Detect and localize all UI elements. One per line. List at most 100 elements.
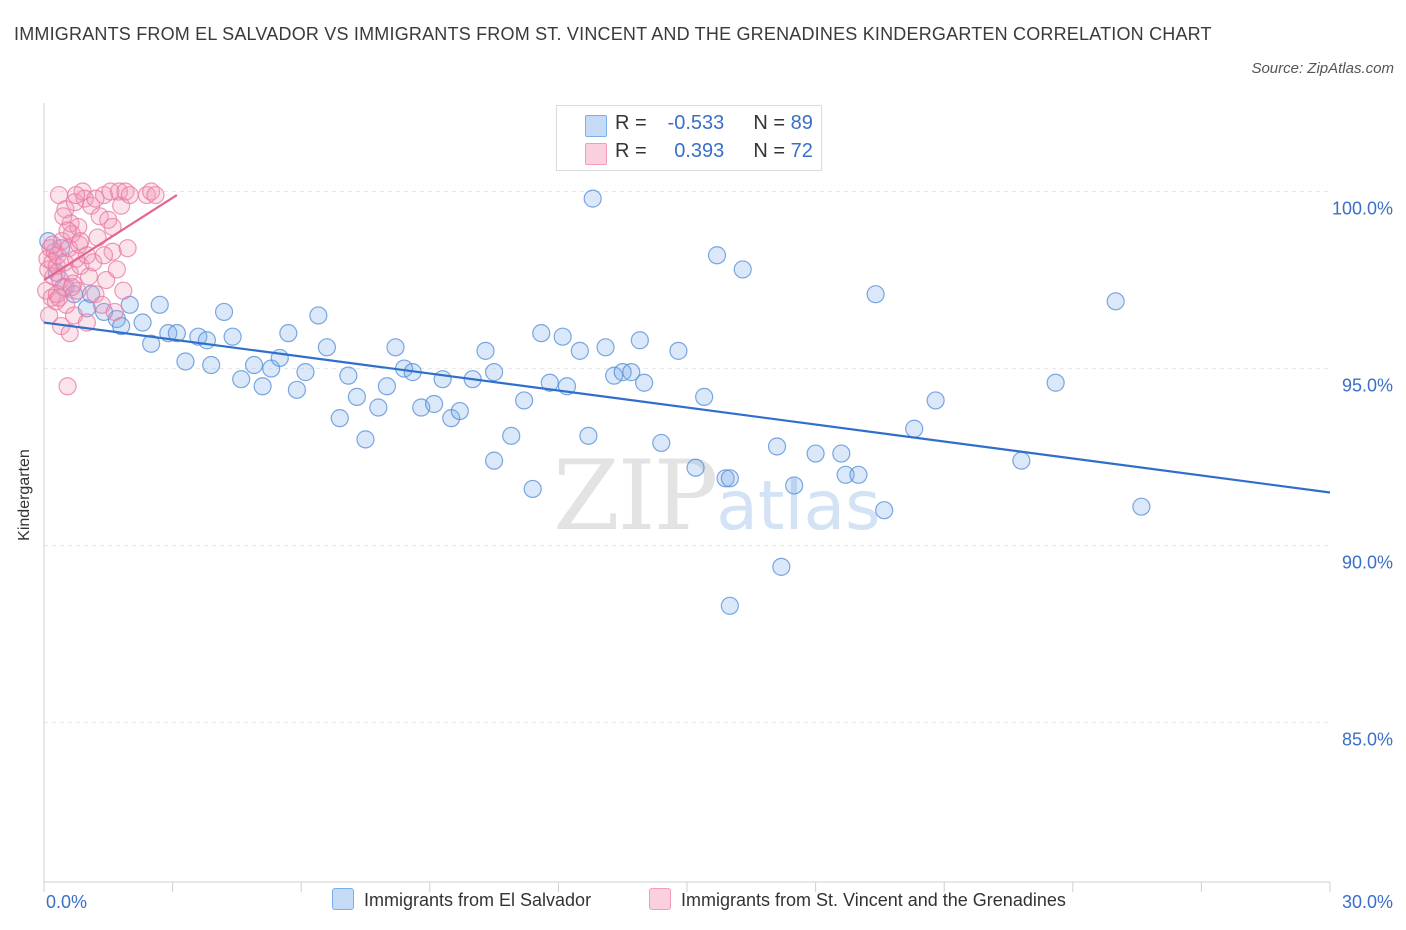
point-el-salvador: [377, 377, 397, 396]
point-el-salvador: [635, 373, 654, 392]
point-st-vincent: [86, 285, 105, 304]
point-el-salvador: [579, 426, 598, 445]
point-el-salvador: [540, 373, 559, 392]
point-el-salvador: [369, 398, 388, 417]
point-el-salvador: [553, 327, 572, 346]
point-st-vincent: [71, 231, 90, 251]
bottom-legend-swatch-blue: [332, 888, 354, 910]
point-st-vincent: [46, 292, 66, 311]
point-st-vincent: [86, 189, 105, 208]
point-st-vincent: [62, 278, 81, 297]
point-el-salvador: [849, 465, 868, 484]
point-el-salvador: [875, 501, 894, 520]
n-value: 72: [790, 140, 813, 162]
point-st-vincent: [109, 182, 129, 201]
watermark-atlas: atlas: [716, 467, 881, 546]
axes: [43, 103, 1331, 892]
point-el-salvador: [317, 338, 337, 357]
y-tick-label: 85.0%: [1342, 730, 1393, 750]
point-st-vincent: [67, 185, 86, 205]
point-el-salvador: [1106, 292, 1125, 311]
r-label: R =: [615, 112, 647, 134]
point-st-vincent: [118, 239, 137, 258]
y-tick-label: 90.0%: [1342, 553, 1393, 573]
point-st-vincent: [54, 207, 73, 226]
point-el-salvador: [686, 458, 705, 477]
point-st-vincent: [114, 281, 133, 300]
point-st-vincent: [58, 221, 77, 240]
data-points: [37, 182, 1151, 615]
x-tick-label: 0.0%: [46, 892, 87, 912]
point-el-salvador: [150, 295, 169, 314]
point-st-vincent: [52, 231, 72, 251]
point-el-salvador: [767, 437, 787, 456]
point-el-salvador: [695, 387, 714, 406]
x-tick-label: 30.0%: [1342, 892, 1393, 912]
point-st-vincent: [88, 228, 107, 247]
bottom-legend-item-el-salvador: Immigrants from El Salvador: [332, 888, 591, 911]
y-axis-label: Kindergarten: [16, 449, 33, 541]
legend-swatch-blue: [585, 115, 607, 137]
point-st-vincent: [79, 267, 99, 286]
point-st-vincent: [107, 260, 126, 279]
point-st-vincent: [105, 302, 124, 322]
point-st-vincent: [94, 246, 114, 265]
point-el-salvador: [669, 341, 688, 360]
point-el-salvador: [905, 419, 924, 438]
point-el-salvador: [176, 352, 195, 371]
point-el-salvador: [253, 377, 272, 396]
point-el-salvador: [202, 355, 221, 375]
point-el-salvador: [433, 370, 452, 389]
watermark: ZIPatlas: [553, 440, 881, 552]
point-el-salvador: [596, 338, 615, 357]
grid: [44, 191, 1330, 724]
watermark-zip: ZIP: [553, 440, 718, 552]
point-el-salvador: [485, 363, 504, 382]
legend-swatch-pink: [585, 143, 607, 165]
point-el-salvador: [424, 394, 444, 414]
point-el-salvador: [485, 451, 504, 470]
point-el-salvador: [296, 363, 315, 382]
point-el-salvador: [339, 366, 358, 385]
point-el-salvador: [583, 189, 602, 208]
bottom-legend-swatch-pink: [649, 888, 671, 910]
point-el-salvador: [502, 426, 521, 445]
point-el-salvador: [707, 246, 727, 265]
point-el-salvador: [244, 355, 264, 375]
point-st-vincent: [43, 235, 62, 254]
point-el-salvador: [733, 260, 752, 279]
y-tick-label: 95.0%: [1342, 376, 1393, 396]
point-el-salvador: [287, 380, 307, 399]
point-el-salvador: [630, 331, 649, 350]
chart-title: IMMIGRANTS FROM EL SALVADOR VS IMMIGRANT…: [14, 24, 1212, 44]
point-st-vincent: [58, 377, 77, 396]
point-el-salvador: [926, 391, 945, 410]
point-el-salvador: [720, 469, 739, 488]
tick-labels: 85.0% 90.0% 95.0% 100.0% 0.0% 30.0%: [46, 199, 1393, 912]
point-el-salvador: [652, 433, 671, 453]
point-el-salvador: [214, 302, 234, 322]
point-st-vincent: [49, 288, 69, 307]
point-el-salvador: [523, 479, 542, 499]
point-el-salvador: [716, 469, 735, 488]
r-label: R =: [615, 140, 647, 162]
point-st-vincent: [69, 217, 88, 237]
point-st-vincent: [120, 185, 139, 205]
point-el-salvador: [450, 401, 469, 421]
n-value: 89: [790, 112, 813, 134]
point-el-salvador: [309, 306, 328, 325]
point-el-salvador: [772, 557, 791, 576]
point-st-vincent: [84, 253, 103, 272]
point-st-vincent: [48, 246, 67, 265]
point-el-salvador: [279, 324, 298, 343]
point-el-salvador: [197, 331, 216, 350]
point-el-salvador: [515, 391, 534, 410]
point-el-salvador: [167, 324, 186, 343]
n-label: N =: [753, 112, 786, 134]
trend-lines: [43, 194, 1331, 494]
point-el-salvador: [476, 341, 495, 360]
point-el-salvador: [142, 334, 161, 353]
bottom-legend-label: Immigrants from St. Vincent and the Gren…: [681, 890, 1066, 910]
point-el-salvador: [532, 324, 551, 343]
